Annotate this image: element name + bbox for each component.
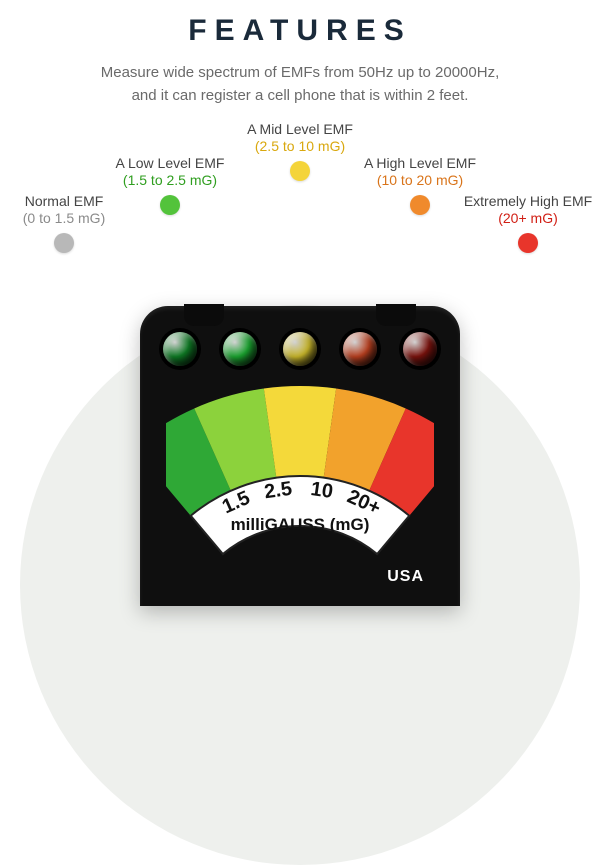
legend-range: (1.5 to 2.5 mG) [100, 172, 240, 189]
subtitle: Measure wide spectrum of EMFs from 50Hz … [0, 48, 600, 107]
legend-label: A Low Level EMF [100, 155, 240, 172]
legend-item-1: A Low Level EMF(1.5 to 2.5 mG) [100, 155, 240, 215]
legend-label: A High Level EMF [350, 155, 490, 172]
legend-range: (20+ mG) [458, 210, 598, 227]
subtitle-line-2: and it can register a cell phone that is… [132, 87, 469, 104]
legend-range: (2.5 to 10 mG) [230, 138, 370, 155]
subtitle-line-1: Measure wide spectrum of EMFs from 50Hz … [101, 64, 500, 81]
legend-item-2: A Mid Level EMF(2.5 to 10 mG) [230, 121, 370, 181]
device-notch-left [184, 304, 224, 326]
led-0 [163, 332, 197, 366]
device-notch-right [376, 304, 416, 326]
gauge-wedge-2 [264, 386, 336, 478]
legend-label: Extremely High EMF [458, 193, 598, 210]
legend-item-4: Extremely High EMF(20+ mG) [458, 193, 598, 253]
legend-dot-icon [54, 233, 74, 253]
led-2 [283, 332, 317, 366]
legend-dot-icon [518, 233, 538, 253]
legend-range: (10 to 20 mG) [350, 172, 490, 189]
page-title: FEATURES [0, 0, 600, 48]
legend-dot-icon [410, 195, 430, 215]
gauge-tick-2: 10 [309, 478, 334, 503]
legend-dot-icon [160, 195, 180, 215]
gauge-tick-1: 2.5 [263, 478, 294, 504]
legend-dot-icon [290, 161, 310, 181]
gauge-unit-label: milliGAUSS (mG) [231, 515, 370, 534]
legend-label: A Mid Level EMF [230, 121, 370, 138]
led-3 [343, 332, 377, 366]
led-4 [403, 332, 437, 366]
origin-label: USA [387, 568, 424, 586]
legend: Normal EMF(0 to 1.5 mG)A Low Level EMF(1… [0, 115, 600, 295]
led-row [140, 332, 460, 366]
emf-meter-device: 1.52.51020+ milliGAUSS (mG) USA [140, 306, 460, 606]
led-1 [223, 332, 257, 366]
